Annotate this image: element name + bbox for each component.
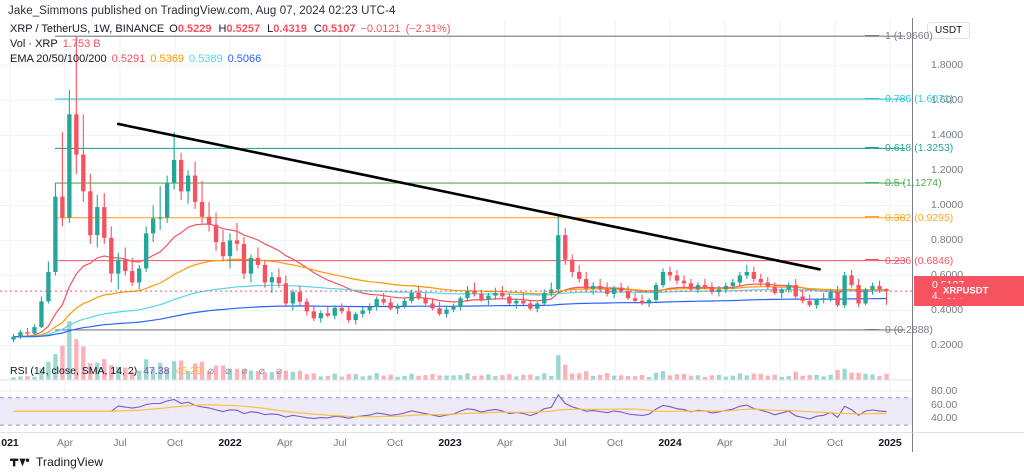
chart-plot-area[interactable] xyxy=(0,18,912,432)
currency-unit-badge[interactable]: USDT xyxy=(927,22,971,39)
chart-canvas xyxy=(0,18,912,432)
time-tick: 2025 xyxy=(878,437,902,449)
price-tick: 1.4000 xyxy=(931,129,964,142)
time-tick: Jul xyxy=(333,437,347,449)
rsi-tick: 80.00 xyxy=(931,384,958,397)
price-tick: 0.8000 xyxy=(931,234,964,247)
time-tick: 2023 xyxy=(438,437,462,449)
symbol-price-line-tag: XRPUSDT xyxy=(938,283,994,299)
price-tick: 0.4000 xyxy=(931,304,964,317)
tradingview-footer[interactable]: TradingView xyxy=(10,455,103,469)
time-tick: Jul xyxy=(773,437,787,449)
time-tick: 021 xyxy=(1,437,19,449)
time-tick: Oct xyxy=(606,437,624,449)
time-axis-right-corner xyxy=(912,432,1024,452)
rsi-tick: 60.00 xyxy=(931,398,958,411)
tradingview-logo-icon xyxy=(10,458,30,466)
time-tick: Oct xyxy=(826,437,844,449)
time-tick: Apr xyxy=(276,437,294,449)
price-axis[interactable]: USDT 1.8000 1.6000 1.4000 1.2000 1.0000 0.800… xyxy=(912,18,1024,432)
time-tick: Jul xyxy=(553,437,567,449)
price-tick: 0.2000 xyxy=(931,339,964,352)
time-tick: Apr xyxy=(496,437,514,449)
time-tick: Apr xyxy=(56,437,74,449)
price-tick: 1.8000 xyxy=(931,59,964,72)
rsi-tick: 40.00 xyxy=(931,412,958,425)
price-tick: 1.6000 xyxy=(931,94,964,107)
time-tick: Apr xyxy=(716,437,734,449)
tradingview-brand-label: TradingView xyxy=(36,455,104,469)
attribution-text: Jake_Simmons published on TradingView.co… xyxy=(8,5,396,17)
time-tick: Jul xyxy=(113,437,127,449)
time-axis[interactable]: 021 Apr Jul Oct 2022 Apr Jul Oct 2023 Apr Jul Oct 20… xyxy=(0,432,912,452)
time-tick: 2022 xyxy=(218,437,242,449)
time-tick: Oct xyxy=(166,437,184,449)
time-tick: 2024 xyxy=(658,437,682,449)
time-tick: Oct xyxy=(386,437,404,449)
price-tick: 1.2000 xyxy=(931,164,964,177)
price-tick: 1.0000 xyxy=(931,199,964,212)
